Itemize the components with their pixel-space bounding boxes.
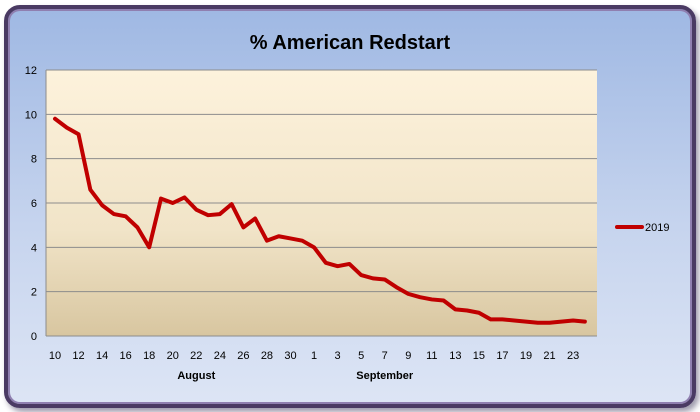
x-tick-label: 10 [49,350,61,362]
x-tick-label: 9 [405,350,411,362]
y-tick-label: 6 [31,198,37,210]
x-tick-label: 23 [567,350,579,362]
x-tick-label: 1 [311,350,317,362]
x-tick-label: 30 [284,350,296,362]
y-tick-label: 8 [31,154,37,166]
legend-label: 2019 [645,222,669,234]
y-tick-label: 0 [31,331,37,343]
month-label: August [177,370,215,382]
x-tick-label: 5 [358,350,364,362]
chart-title: % American Redstart [250,32,451,54]
x-tick-label: 17 [496,350,508,362]
series-line-2019 [53,116,587,325]
month-label: September [356,370,414,382]
x-tick-label: 15 [473,350,485,362]
x-tick-label: 26 [237,350,249,362]
x-tick-label: 22 [190,350,202,362]
x-tick-label: 24 [214,350,226,362]
x-tick-label: 3 [335,350,341,362]
x-tick-label: 18 [143,350,155,362]
y-tick-label: 10 [25,109,37,121]
x-tick-label: 14 [96,350,108,362]
x-tick-label: 13 [449,350,461,362]
x-tick-label: 16 [120,350,132,362]
x-tick-label: 20 [167,350,179,362]
x-tick-label: 11 [426,350,437,362]
series-lines [53,116,587,325]
y-tick-label: 2 [31,287,37,299]
y-tick-label: 4 [31,242,37,254]
x-tick-label: 21 [543,350,555,362]
x-tick-label: 28 [261,350,273,362]
axes [45,70,597,337]
x-tick-label: 7 [382,350,388,362]
y-tick-label: 12 [25,65,37,77]
legend: 2019 [615,222,669,234]
x-tick-label: 19 [520,350,532,362]
gridlines [46,69,597,293]
month-labels: August September [177,370,413,382]
x-tick-labels: 10 12 14 16 18 20 22 24 26 28 30 1 3 5 7 9 11 13 15 17 19 21 2… [49,350,579,362]
x-tick-label: 12 [72,350,84,362]
y-tick-labels: 0 2 4 6 8 10 12 [25,65,37,343]
